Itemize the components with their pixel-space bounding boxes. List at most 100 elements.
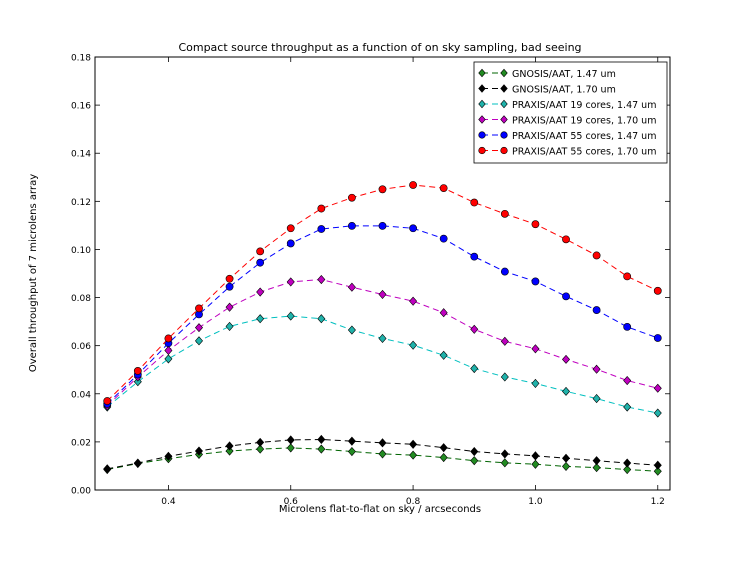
data-point bbox=[409, 450, 418, 460]
data-point bbox=[470, 363, 479, 374]
data-point bbox=[409, 181, 417, 189]
data-point bbox=[347, 436, 356, 446]
data-point bbox=[439, 308, 448, 318]
x-tick-label: 1.0 bbox=[528, 497, 543, 507]
data-point bbox=[653, 460, 662, 470]
legend-marker bbox=[500, 84, 508, 93]
data-point bbox=[378, 438, 387, 448]
y-tick-label: 0.08 bbox=[71, 294, 91, 304]
data-point bbox=[653, 408, 662, 418]
data-point bbox=[286, 311, 295, 321]
legend-marker bbox=[478, 99, 486, 109]
y-tick-label: 0.16 bbox=[71, 102, 91, 112]
y-tick-label: 0.14 bbox=[71, 150, 91, 160]
data-point bbox=[378, 333, 387, 344]
data-point bbox=[378, 449, 387, 459]
data-point bbox=[623, 464, 632, 475]
data-point bbox=[653, 286, 662, 295]
series-2 bbox=[103, 434, 662, 474]
data-point bbox=[470, 446, 479, 457]
legend-box bbox=[473, 61, 668, 164]
y-tick-label: 0.02 bbox=[71, 438, 91, 448]
legend-label: PRAXIS/AAT 19 cores, 1.70 um bbox=[512, 115, 656, 126]
data-point bbox=[562, 292, 570, 301]
data-point bbox=[500, 372, 509, 382]
data-point bbox=[347, 325, 356, 335]
x-tick-label: 1.2 bbox=[651, 497, 665, 507]
y-tick-label: 0.04 bbox=[71, 390, 91, 400]
data-point bbox=[409, 439, 418, 449]
data-point bbox=[500, 458, 509, 468]
data-point bbox=[378, 289, 387, 299]
data-point bbox=[256, 444, 265, 454]
data-point bbox=[623, 402, 632, 412]
data-point bbox=[500, 209, 509, 218]
data-point bbox=[562, 235, 570, 244]
data-point bbox=[500, 336, 509, 346]
data-point bbox=[317, 444, 326, 454]
data-point bbox=[623, 323, 632, 331]
series-6 bbox=[103, 181, 662, 405]
data-point bbox=[103, 464, 112, 474]
x-tick-label: 0.8 bbox=[406, 497, 421, 507]
data-point bbox=[103, 397, 112, 405]
data-point bbox=[195, 304, 203, 313]
data-point bbox=[439, 443, 448, 453]
data-point bbox=[592, 456, 601, 466]
legend-marker bbox=[478, 68, 486, 78]
data-point bbox=[256, 437, 265, 447]
data-point bbox=[531, 220, 540, 229]
data-point bbox=[562, 453, 571, 463]
data-point bbox=[531, 344, 540, 354]
data-point bbox=[164, 451, 173, 461]
data-point bbox=[592, 251, 601, 260]
data-point bbox=[256, 314, 265, 324]
y-axis-label: Overall throughput of 7 microlens array bbox=[28, 174, 39, 372]
data-point bbox=[653, 334, 662, 342]
data-point bbox=[225, 441, 234, 451]
data-point bbox=[256, 287, 265, 297]
data-point bbox=[225, 274, 234, 283]
data-point bbox=[133, 367, 142, 375]
series-4 bbox=[103, 274, 662, 411]
data-point bbox=[592, 306, 601, 314]
data-point bbox=[317, 225, 326, 233]
data-point bbox=[256, 247, 265, 256]
legend-marker bbox=[478, 84, 486, 93]
y-tick-label: 0.00 bbox=[71, 487, 91, 497]
data-point bbox=[500, 449, 509, 459]
data-point bbox=[592, 463, 601, 473]
data-point bbox=[470, 324, 479, 334]
data-point bbox=[562, 386, 571, 396]
data-point bbox=[194, 446, 203, 456]
data-point bbox=[317, 204, 326, 213]
data-point bbox=[409, 224, 417, 233]
legend: GNOSIS/AAT, 1.47 um GNOSIS/AAT, 1.70 um PR… bbox=[473, 61, 668, 164]
data-point bbox=[194, 336, 203, 346]
data-point bbox=[225, 446, 234, 456]
data-point bbox=[470, 252, 479, 261]
legend-marker bbox=[500, 115, 508, 124]
data-point bbox=[347, 446, 356, 457]
data-point bbox=[378, 185, 387, 194]
data-point bbox=[225, 282, 234, 291]
data-point bbox=[133, 377, 142, 387]
data-point bbox=[348, 193, 356, 202]
legend-label: PRAXIS/AAT 19 cores, 1.47 um bbox=[512, 100, 656, 111]
legend-marker bbox=[478, 115, 486, 124]
data-point bbox=[653, 383, 662, 393]
data-point bbox=[531, 459, 540, 469]
data-point bbox=[531, 451, 540, 461]
data-point bbox=[531, 277, 540, 286]
data-point bbox=[500, 267, 509, 276]
legend-label: PRAXIS/AAT 55 cores, 1.47 um bbox=[512, 131, 656, 142]
legend-label: GNOSIS/AAT, 1.47 um bbox=[512, 69, 616, 80]
axes-frame bbox=[94, 56, 671, 491]
data-point bbox=[592, 364, 601, 374]
y-tick-label: 0.06 bbox=[71, 342, 91, 352]
data-point bbox=[439, 184, 448, 193]
plot-area: 0.4 0.6 0.8 1.0 1.2 0.00 0.02 0.04 0.06 0.08 0.10 0… bbox=[71, 54, 671, 507]
data-point bbox=[164, 354, 173, 364]
data-point bbox=[317, 434, 326, 445]
data-point bbox=[348, 221, 356, 230]
